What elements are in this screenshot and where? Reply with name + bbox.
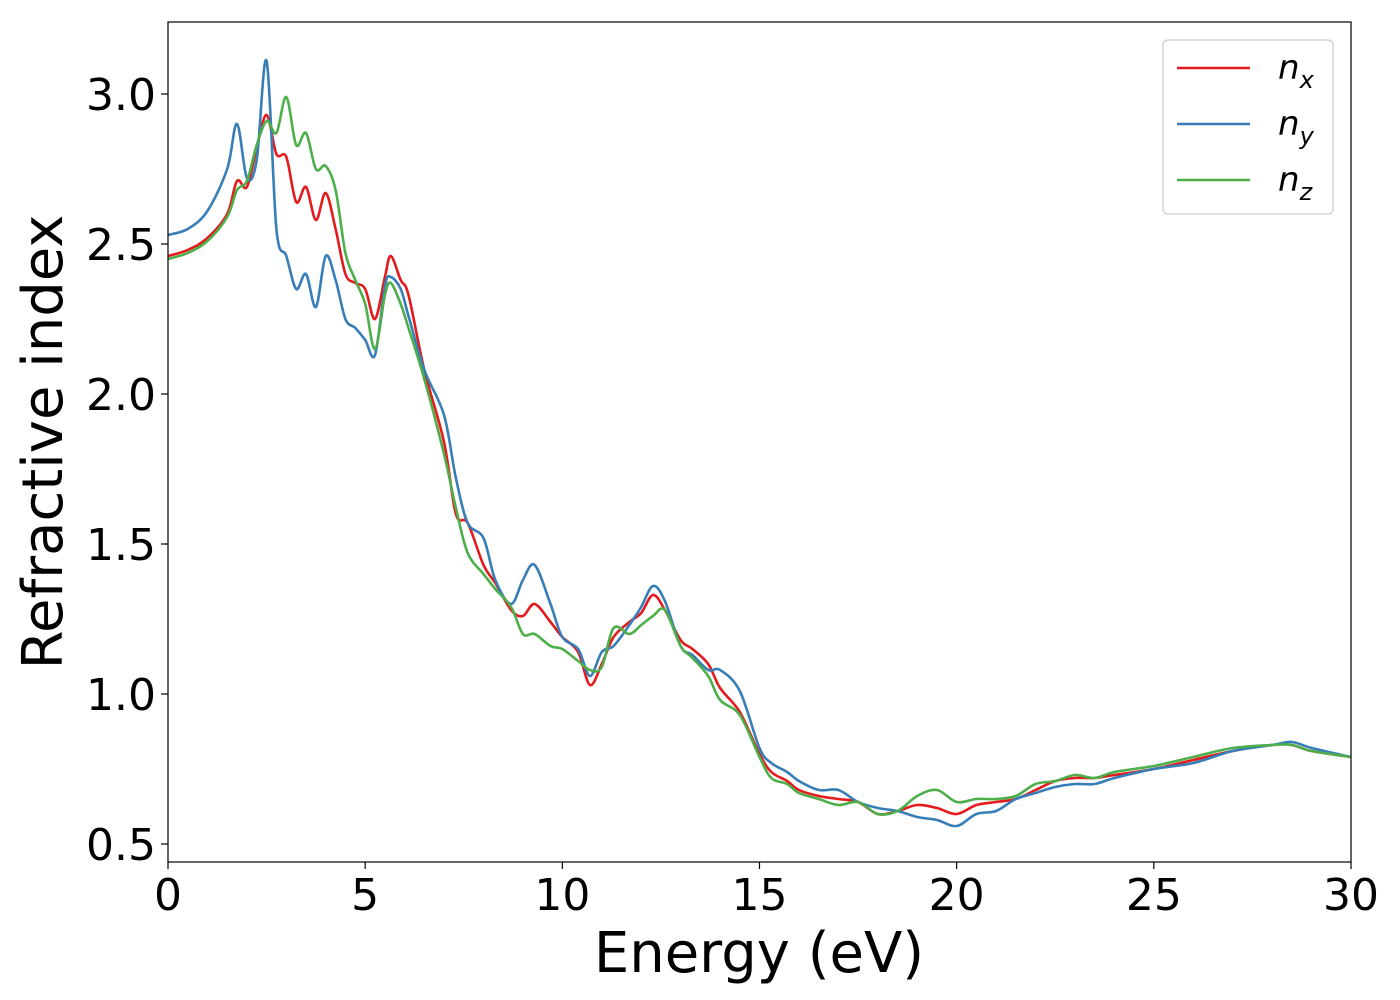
x-tick-label: 15 bbox=[732, 870, 788, 921]
y-tick-label: 3.0 bbox=[86, 70, 156, 121]
legend-label-x: nx bbox=[1278, 48, 1315, 94]
x-tick-label: 20 bbox=[929, 870, 985, 921]
series-line-y bbox=[167, 58, 1352, 828]
legend: nx ny nz bbox=[1162, 39, 1334, 215]
legend-label-y: ny bbox=[1278, 104, 1315, 150]
x-tick-label: 10 bbox=[534, 870, 590, 921]
x-tick-label: 30 bbox=[1323, 870, 1379, 921]
x-tick-label: 5 bbox=[351, 870, 379, 921]
series-line-z bbox=[167, 95, 1352, 816]
y-axis: 0.5 1.0 1.5 2.0 2.5 3.0 bbox=[86, 70, 168, 871]
y-tick-label: 2.5 bbox=[86, 220, 156, 271]
x-axis: 0 5 10 15 20 25 30 bbox=[154, 862, 1379, 921]
y-tick-label: 1.0 bbox=[86, 670, 156, 721]
x-tick-label: 0 bbox=[154, 870, 182, 921]
y-tick-label: 1.5 bbox=[86, 520, 156, 571]
y-tick-label: 2.0 bbox=[86, 370, 156, 421]
x-axis-label: Energy (eV) bbox=[594, 921, 924, 986]
y-axis-label: Refractive index bbox=[11, 215, 76, 670]
legend-box bbox=[1162, 39, 1334, 215]
x-tick-label: 25 bbox=[1126, 870, 1182, 921]
legend-label-z: nz bbox=[1278, 160, 1314, 206]
series-layer bbox=[167, 58, 1352, 828]
y-tick-label: 0.5 bbox=[86, 820, 156, 871]
